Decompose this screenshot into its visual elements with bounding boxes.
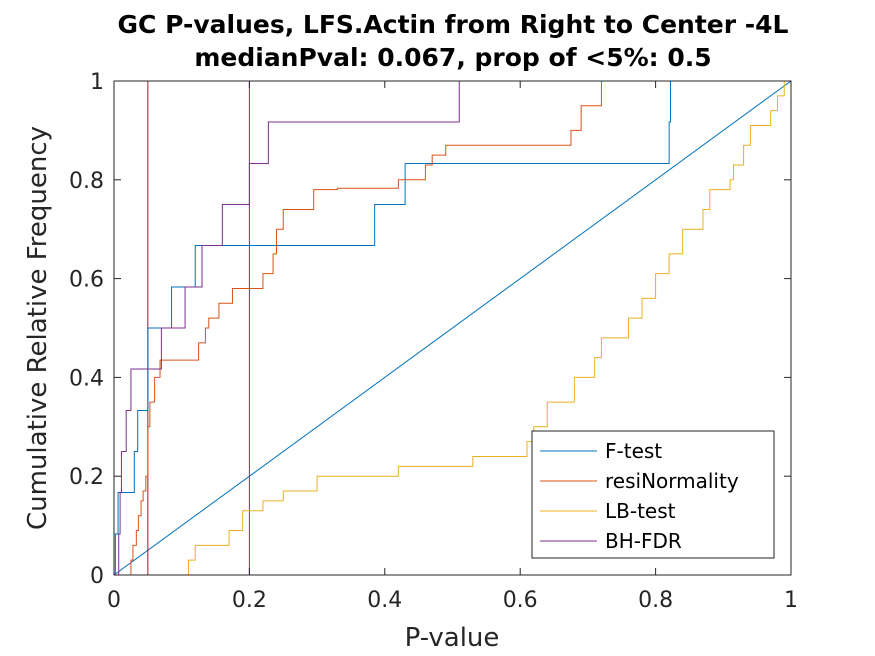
chart-title: GC P-values, LFS.Actin from Right to Cen… xyxy=(118,10,789,39)
legend-label: F-test xyxy=(605,439,662,463)
plot-area: 0 0.2 0.4 0.6 0.8 1 0 0.2 0.4 0.6 0.8 1 xyxy=(69,70,798,613)
series-line-bh-fdr xyxy=(114,80,707,576)
series-lines xyxy=(114,80,785,576)
x-tick-label: 0 xyxy=(107,588,121,613)
legend-label: BH-FDR xyxy=(605,529,682,553)
x-tick-label: 0.8 xyxy=(638,588,673,613)
x-axis-label: P-value xyxy=(405,623,500,653)
x-tick-label: 0.6 xyxy=(503,588,538,613)
y-tick-label: 0.4 xyxy=(69,366,104,391)
plot-frame xyxy=(113,80,792,576)
y-tick-label: 0.6 xyxy=(69,268,104,293)
x-tick-label: 1 xyxy=(784,588,798,613)
legend-label: resiNormality xyxy=(605,469,739,493)
diagonal-reference-line xyxy=(113,80,792,576)
axis-ticks: 0 0.2 0.4 0.6 0.8 1 0 0.2 0.4 0.6 0.8 1 xyxy=(69,70,798,613)
x-tick-label: 0.4 xyxy=(367,588,402,613)
legend-box xyxy=(531,430,775,559)
legend: F-test resiNormality LB-test BH-FDR xyxy=(531,430,775,559)
y-axis-label: Cumulative Relative Frequency xyxy=(23,126,53,530)
y-tick-label: 0.2 xyxy=(69,465,104,490)
series-line-resinormality xyxy=(114,81,602,576)
y-tick-label: 0 xyxy=(90,564,104,589)
legend-label: LB-test xyxy=(605,499,676,523)
series-line-lb-test xyxy=(114,81,785,576)
y-tick-label: 0.8 xyxy=(69,169,104,194)
y-tick-label: 1 xyxy=(90,70,104,95)
chart-subtitle: medianPval: 0.067, prop of <5%: 0.5 xyxy=(194,43,711,72)
x-tick-label: 0.2 xyxy=(232,588,267,613)
